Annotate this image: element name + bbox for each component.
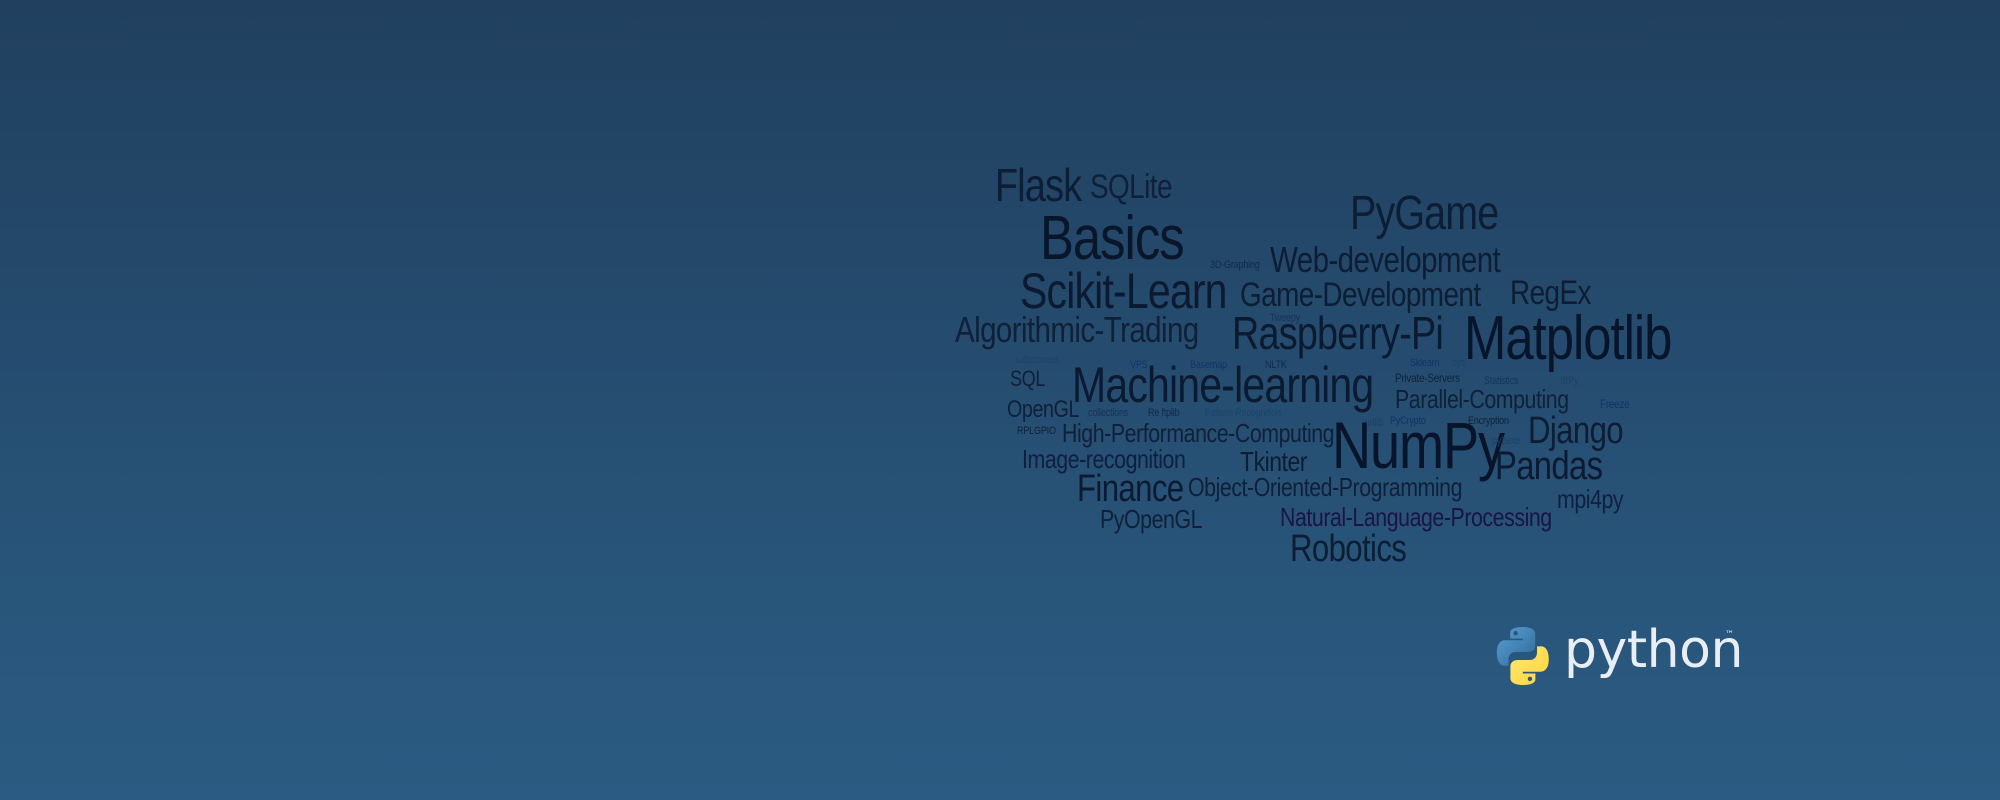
cloud-word: Tkinter: [1240, 446, 1307, 477]
python-snake-icon: [1496, 626, 1549, 686]
cloud-word: Robotics: [1290, 528, 1407, 570]
cloud-word: Private-Servers: [1395, 371, 1460, 385]
cloud-word: Django: [1528, 410, 1624, 452]
cloud-word: SQL: [1010, 366, 1046, 391]
cloud-word: RegEx: [1510, 274, 1591, 312]
cloud-word: Scikit-Learn: [1020, 263, 1227, 319]
cloud-word: Web-development: [1270, 239, 1501, 280]
cloud-word: Finance: [1077, 468, 1184, 510]
cloud-word: PyOpenGL: [1100, 504, 1203, 534]
cloud-word: Sklearn: [1410, 357, 1440, 369]
cloud-word: Basics: [1040, 204, 1185, 273]
cloud-word: PyCrypto: [1390, 415, 1426, 427]
cloud-word: py2exe: [1492, 435, 1521, 447]
cloud-word: mpi4py: [1557, 484, 1624, 514]
cloud-word: Algorithmic-Trading: [955, 309, 1199, 350]
trademark-symbol: ™: [1725, 630, 1734, 640]
word-cloud: Flask SQLite PyGame Basics 3D-Graphing Web-de…: [940, 150, 1700, 580]
cloud-word: subprocess: [1015, 354, 1060, 366]
cloud-word: Game-Development: [1240, 276, 1481, 314]
cloud-word: Object-Oriented-Programming: [1188, 472, 1463, 502]
cloud-word: Re ftplib: [1148, 407, 1180, 419]
python-logo: python ™: [1492, 620, 1752, 700]
cloud-word: IBPy: [1560, 375, 1579, 387]
cloud-word: Matplotlib: [1464, 304, 1672, 373]
cloud-word: NumPy: [1332, 408, 1505, 482]
cloud-word: Statistics: [1484, 375, 1519, 387]
cloud-word: collections: [1088, 407, 1129, 419]
cloud-word: Tweepy: [1270, 312, 1301, 324]
cloud-word: Raspberry-Pi: [1232, 307, 1444, 359]
cloud-word: SQLite: [1090, 168, 1172, 206]
cloud-word: PyGame: [1350, 187, 1499, 240]
cloud-word: VPS: [1130, 359, 1148, 371]
python-wordmark: python: [1564, 620, 1743, 680]
cloud-word: Basemap: [1190, 359, 1227, 371]
cloud-word: sys: [1452, 357, 1465, 369]
cloud-word: Parallel-Computing: [1395, 384, 1569, 414]
cloud-word: 3D-Graphing: [1210, 259, 1260, 271]
cloud-word: High-Performance-Computing: [1062, 418, 1335, 448]
cloud-word: Pattern Recognition: [1205, 407, 1281, 419]
cloud-word: Encryption: [1468, 415, 1509, 427]
cloud-word: Flask: [995, 159, 1082, 211]
cloud-word: urllib: [1365, 417, 1383, 429]
cloud-word: Pandas: [1495, 444, 1603, 488]
cloud-word: Natural-Language-Processing: [1280, 502, 1552, 532]
cloud-word: Machine-learning: [1072, 357, 1374, 413]
cloud-word: OpenGL: [1007, 396, 1080, 423]
cloud-word: Image-recognition: [1022, 444, 1186, 474]
cloud-word: RPLGPIO: [1017, 425, 1056, 437]
cloud-word: NLTK: [1265, 359, 1287, 371]
cloud-word: Freeze: [1600, 397, 1630, 411]
